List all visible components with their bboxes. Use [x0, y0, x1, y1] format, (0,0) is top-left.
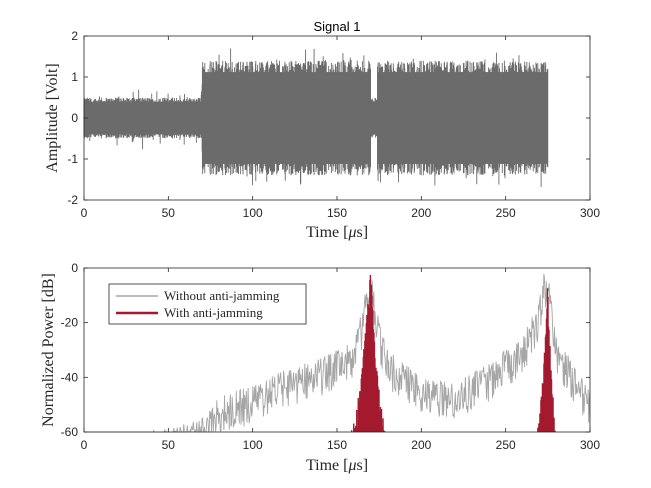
x-tick-label: 100: [243, 206, 263, 220]
x-tick-label: 0: [81, 438, 88, 452]
x-axis-label: Time [μs]: [306, 457, 368, 474]
y-tick-label: 0: [71, 111, 78, 125]
y-tick-label: 2: [71, 29, 78, 43]
x-axis-label: Time [μs]: [306, 224, 368, 241]
x-tick-label: 50: [162, 438, 176, 452]
legend: Without anti-jamming With anti-jamming: [109, 284, 306, 324]
x-tick-label: 200: [411, 206, 431, 220]
y-tick-label: -2: [67, 193, 78, 207]
legend-label-with: With anti-jamming: [164, 305, 263, 320]
y-tick-label: -40: [61, 370, 79, 384]
legend-label-without: Without anti-jamming: [164, 288, 280, 303]
x-tick-label: 200: [411, 438, 431, 452]
y-tick-label: -60: [61, 425, 79, 439]
x-tick-label: 250: [496, 438, 516, 452]
x-tick-label: 100: [243, 438, 263, 452]
x-tick-label: 300: [580, 206, 600, 220]
y-tick-label: -20: [61, 316, 79, 330]
plot-title: Signal 1: [314, 19, 361, 34]
y-axis-label: Normalized Power [dB]: [40, 273, 57, 427]
figure: Signal 1 2 1 0 -1 -2 0 50 100 150 200 25…: [0, 0, 651, 488]
x-tick-label: 250: [496, 206, 516, 220]
x-tick-label: 300: [580, 438, 600, 452]
signal-segment: [371, 98, 378, 138]
x-tick-label: 150: [327, 206, 347, 220]
x-tick-label: 0: [81, 206, 88, 220]
x-tick-label: 150: [327, 438, 347, 452]
y-tick-label: 0: [71, 261, 78, 275]
x-tick-label: 50: [162, 206, 176, 220]
y-tick-label: 1: [71, 70, 78, 84]
y-tick-label: -1: [67, 152, 78, 166]
y-axis-label: Amplitude [Volt]: [44, 63, 61, 172]
